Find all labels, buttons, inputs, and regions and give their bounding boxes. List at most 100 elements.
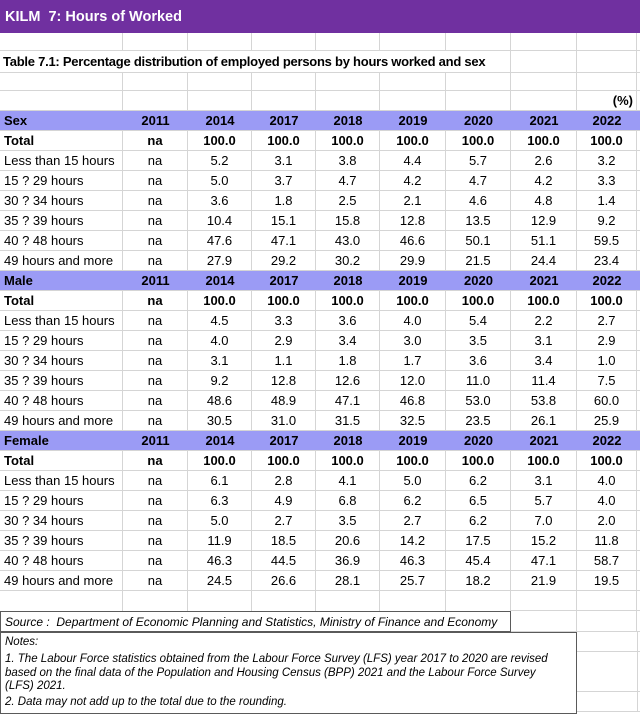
notes-box[interactable]: Notes: 1. The Labour Force statistics ob…: [0, 632, 577, 714]
value-cell[interactable]: 7.5: [577, 371, 637, 391]
value-cell[interactable]: 18.5: [252, 531, 316, 551]
value-cell[interactable]: 100.0: [577, 131, 637, 151]
value-cell[interactable]: 100.0: [316, 291, 380, 311]
empty-cell[interactable]: [188, 33, 252, 51]
value-cell[interactable]: 6.2: [446, 471, 511, 491]
year-header[interactable]: 2011: [123, 271, 188, 291]
empty-cell[interactable]: [637, 391, 640, 411]
empty-cell[interactable]: [123, 73, 188, 91]
year-header[interactable]: 2022: [577, 271, 637, 291]
value-cell[interactable]: 3.5: [316, 511, 380, 531]
year-header[interactable]: 2017: [252, 431, 316, 451]
value-cell[interactable]: 100.0: [316, 451, 380, 471]
value-cell[interactable]: na: [123, 511, 188, 531]
value-cell[interactable]: 2.6: [511, 151, 577, 171]
value-cell[interactable]: 4.0: [577, 491, 637, 511]
value-cell[interactable]: 60.0: [577, 391, 637, 411]
empty-cell[interactable]: [637, 33, 640, 51]
value-cell[interactable]: 12.9: [511, 211, 577, 231]
value-cell[interactable]: 4.0: [380, 311, 446, 331]
value-cell[interactable]: 7.0: [511, 511, 577, 531]
value-cell[interactable]: 3.5: [446, 331, 511, 351]
empty-cell[interactable]: [252, 33, 316, 51]
value-cell[interactable]: na: [123, 471, 188, 491]
empty-cell[interactable]: [252, 91, 316, 111]
value-cell[interactable]: 20.6: [316, 531, 380, 551]
empty-cell[interactable]: [0, 91, 123, 111]
value-cell[interactable]: na: [123, 371, 188, 391]
row-label[interactable]: Total: [0, 291, 123, 311]
value-cell[interactable]: 100.0: [446, 291, 511, 311]
empty-cell[interactable]: [188, 91, 252, 111]
value-cell[interactable]: 12.8: [380, 211, 446, 231]
value-cell[interactable]: 25.9: [577, 411, 637, 431]
value-cell[interactable]: 4.5: [188, 311, 252, 331]
value-cell[interactable]: na: [123, 291, 188, 311]
value-cell[interactable]: 1.1: [252, 351, 316, 371]
value-cell[interactable]: 12.6: [316, 371, 380, 391]
value-cell[interactable]: 4.0: [577, 471, 637, 491]
empty-cell[interactable]: [252, 591, 316, 611]
value-cell[interactable]: 24.4: [511, 251, 577, 271]
empty-cell[interactable]: [637, 531, 640, 551]
value-cell[interactable]: 2.7: [380, 511, 446, 531]
value-cell[interactable]: 4.4: [380, 151, 446, 171]
value-cell[interactable]: 100.0: [511, 451, 577, 471]
value-cell[interactable]: 1.0: [577, 351, 637, 371]
value-cell[interactable]: 100.0: [380, 291, 446, 311]
empty-cell[interactable]: [316, 73, 380, 91]
value-cell[interactable]: 48.9: [252, 391, 316, 411]
empty-cell[interactable]: [637, 551, 640, 571]
empty-cell[interactable]: [637, 291, 640, 311]
empty-cell[interactable]: [577, 632, 640, 652]
empty-cell[interactable]: [577, 33, 637, 51]
year-header[interactable]: 2019: [380, 431, 446, 451]
row-label[interactable]: Less than 15 hours: [0, 311, 123, 331]
value-cell[interactable]: 11.9: [188, 531, 252, 551]
value-cell[interactable]: 100.0: [252, 291, 316, 311]
empty-cell[interactable]: [577, 591, 637, 611]
value-cell[interactable]: 4.9: [252, 491, 316, 511]
value-cell[interactable]: 21.9: [511, 571, 577, 591]
value-cell[interactable]: 3.8: [316, 151, 380, 171]
year-header[interactable]: 2018: [316, 431, 380, 451]
value-cell[interactable]: 3.1: [252, 151, 316, 171]
value-cell[interactable]: 5.0: [380, 471, 446, 491]
value-cell[interactable]: 100.0: [316, 131, 380, 151]
empty-cell[interactable]: [637, 491, 640, 511]
value-cell[interactable]: 4.2: [511, 171, 577, 191]
value-cell[interactable]: 10.4: [188, 211, 252, 231]
value-cell[interactable]: 5.2: [188, 151, 252, 171]
value-cell[interactable]: 18.2: [446, 571, 511, 591]
value-cell[interactable]: 6.8: [316, 491, 380, 511]
value-cell[interactable]: 4.7: [316, 171, 380, 191]
row-label[interactable]: 30 ? 34 hours: [0, 351, 123, 371]
value-cell[interactable]: na: [123, 151, 188, 171]
value-cell[interactable]: 4.7: [446, 171, 511, 191]
value-cell[interactable]: 5.0: [188, 511, 252, 531]
empty-cell[interactable]: [637, 311, 640, 331]
empty-cell[interactable]: [637, 73, 640, 91]
value-cell[interactable]: 100.0: [188, 131, 252, 151]
value-cell[interactable]: 100.0: [511, 291, 577, 311]
empty-cell[interactable]: [637, 591, 640, 611]
value-cell[interactable]: na: [123, 251, 188, 271]
row-label[interactable]: Total: [0, 131, 123, 151]
value-cell[interactable]: 12.0: [380, 371, 446, 391]
row-label[interactable]: 15 ? 29 hours: [0, 491, 123, 511]
value-cell[interactable]: 36.9: [316, 551, 380, 571]
value-cell[interactable]: 3.4: [511, 351, 577, 371]
value-cell[interactable]: 4.6: [446, 191, 511, 211]
row-label[interactable]: 49 hours and more: [0, 571, 123, 591]
value-cell[interactable]: 51.1: [511, 231, 577, 251]
value-cell[interactable]: 6.3: [188, 491, 252, 511]
value-cell[interactable]: na: [123, 351, 188, 371]
empty-cell[interactable]: [577, 652, 640, 692]
empty-cell[interactable]: [511, 51, 577, 73]
value-cell[interactable]: 48.6: [188, 391, 252, 411]
value-cell[interactable]: 9.2: [577, 211, 637, 231]
year-header[interactable]: 2018: [316, 271, 380, 291]
empty-cell[interactable]: [577, 51, 637, 73]
empty-cell[interactable]: [123, 33, 188, 51]
unit-label[interactable]: (%): [577, 91, 637, 111]
